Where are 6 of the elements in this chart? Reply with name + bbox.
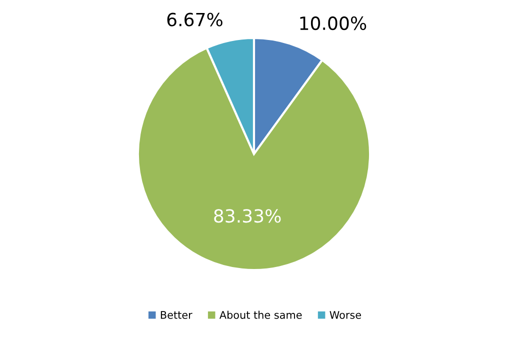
data-label: 83.33% <box>214 209 281 223</box>
legend-label: Better <box>160 311 192 319</box>
data-label: 10.00% <box>300 16 366 30</box>
legend-label: Worse <box>330 311 361 319</box>
legend-label: About the same <box>219 310 302 319</box>
data-label: 6.67% <box>167 12 222 26</box>
